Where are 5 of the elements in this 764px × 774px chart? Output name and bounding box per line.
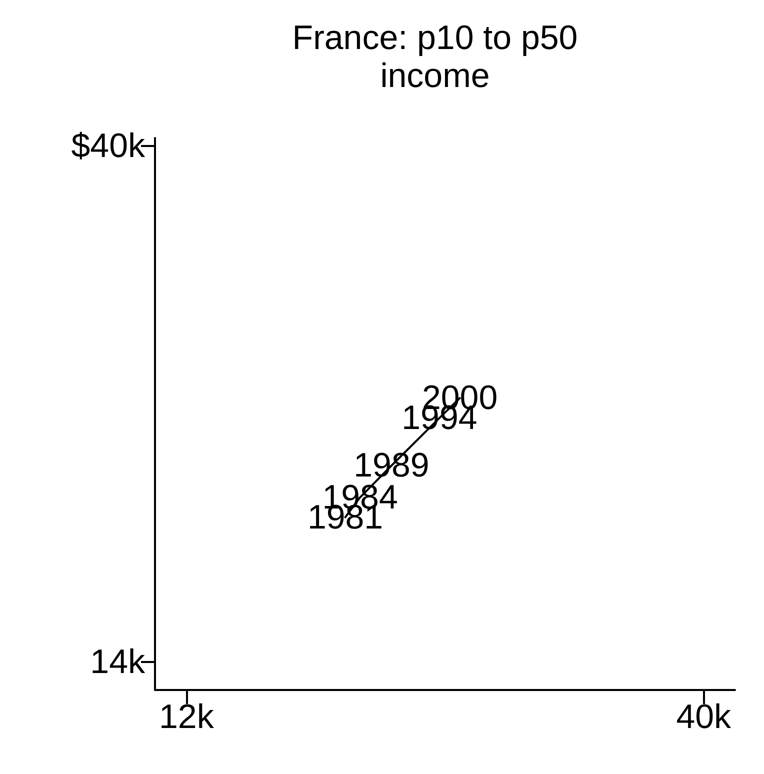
x-tick-label: 40k	[676, 698, 732, 736]
x-tick-label: 12k	[158, 698, 215, 736]
y-tick-label: 14k	[90, 643, 146, 682]
chart-title: France: p10 to p50 income	[292, 19, 578, 95]
y-tick-label: $40k	[71, 126, 146, 165]
